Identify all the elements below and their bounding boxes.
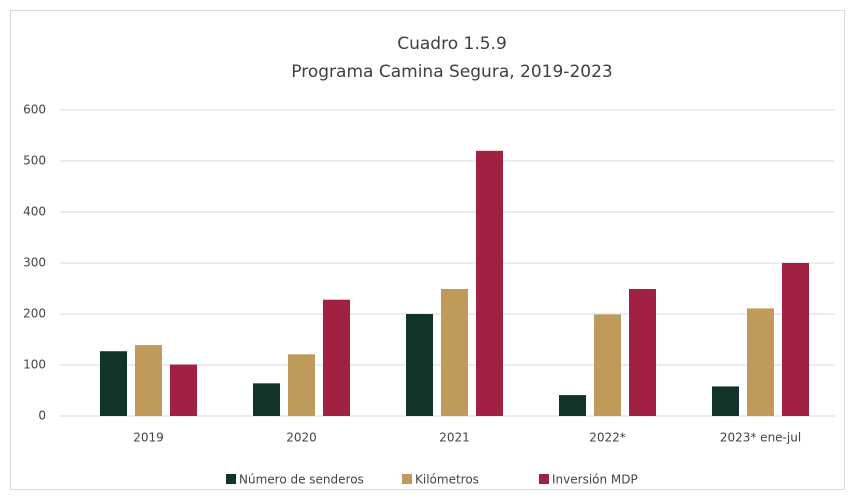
x-tick-label: 2019: [133, 431, 164, 445]
y-tick-label: 200: [23, 307, 46, 321]
legend-label: Inversión MDP: [552, 473, 638, 487]
bar: [712, 386, 739, 416]
bar: [170, 364, 197, 416]
bar: [747, 308, 774, 416]
bar: [782, 263, 809, 416]
chart-title: Cuadro 1.5.9: [397, 34, 507, 54]
y-tick-label: 100: [23, 358, 46, 372]
bar: [441, 289, 468, 416]
legend-label: Número de senderos: [239, 473, 364, 487]
bar: [559, 395, 586, 416]
x-tick-label: 2022*: [589, 431, 626, 445]
x-tick-label: 2023* ene-jul: [720, 431, 801, 445]
y-tick-label: 500: [23, 154, 46, 168]
legend-swatch: [226, 474, 236, 484]
chart-subtitle: Programa Camina Segura, 2019-2023: [291, 62, 612, 82]
y-tick-label: 400: [23, 205, 46, 219]
y-tick-label: 0: [38, 409, 46, 423]
legend-swatch: [539, 474, 549, 484]
bar: [253, 383, 280, 416]
legend-label: Kilómetros: [415, 473, 479, 487]
y-tick-label: 600: [23, 103, 46, 117]
bar: [100, 351, 127, 416]
y-tick-label: 300: [23, 256, 46, 270]
x-tick-label: 2020: [286, 431, 317, 445]
bar: [135, 345, 162, 416]
bar: [629, 289, 656, 416]
bar: [406, 314, 433, 416]
bar: [476, 150, 503, 417]
bar: [288, 354, 315, 416]
chart-border: [10, 10, 845, 490]
x-tick-label: 2021: [439, 431, 470, 445]
legend-swatch: [402, 474, 412, 484]
bar: [594, 314, 621, 416]
bar: [323, 299, 350, 416]
